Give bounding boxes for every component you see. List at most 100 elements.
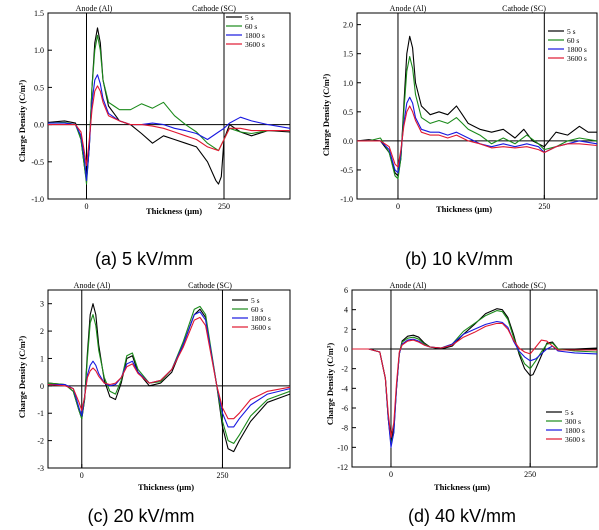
y-tick-label: 1.0 [34,46,44,55]
legend-entry: 1800 s [565,426,585,435]
caption-c: (c) 20 kV/mm [87,506,194,526]
series-line [352,320,597,448]
plot-frame [47,289,291,469]
series-line [352,322,597,439]
xlabel-a: Thickness (μm) [146,206,202,216]
anode-label-d: Anode (Al) [390,281,427,290]
x-tick-label: 250 [218,202,230,211]
cathode-label-b: Cathode (SC) [502,4,546,13]
plot-area-d: -12 -10 -8 -6 -4 -2 0 2 4 6 0 250 [337,286,598,479]
y-tick-label: 0.0 [34,121,44,130]
y-tick-label: -1 [37,409,44,418]
legend-entry: 3600 s [251,323,271,332]
plot-area-a: -1.0 -0.5 0.0 0.5 1.0 1.5 0 250 [31,9,291,211]
caption-b: (b) 10 kV/mm [405,249,513,269]
legend-entry: 3600 s [565,435,585,444]
y-tick-label: -1.0 [31,195,44,204]
legend-entry: 60 s [245,22,257,31]
y-tick-label: -4 [341,384,348,393]
plot-frame [356,12,598,200]
legend-entry: 3600 s [245,40,265,49]
plot-frame [47,12,291,200]
y-tick-label: 6 [344,286,348,295]
caption-d: (d) 40 kV/mm [408,506,516,526]
series-line [48,305,290,444]
y-tick-label: 0.5 [343,108,353,117]
y-tick-label: -12 [337,463,348,472]
y-tick-label: -2 [341,365,348,374]
y-tick-label: -1.0 [340,195,353,204]
y-tick-label: -6 [341,404,348,413]
y-tick-label: -3 [37,464,44,473]
cathode-label-d: Cathode (SC) [502,281,546,290]
y-tick-label: 2.0 [343,21,353,30]
x-tick-label: 0 [85,202,89,211]
ylabel-c: Charge Density (C/m³) [17,336,27,419]
y-tick-label: 0 [40,382,44,391]
cathode-label-c: Cathode (SC) [188,281,232,290]
ylabel-a: Charge Density (C/m³) [17,80,27,163]
anode-label-b: Anode (Al) [390,4,427,13]
x-tick-label: 0 [396,202,400,211]
x-tick-label: 250 [538,202,550,211]
y-tick-label: 1.0 [343,79,353,88]
legend-entry: 1800 s [567,45,587,54]
plot-frame [351,289,598,468]
legend-entry: 5 s [251,296,260,305]
xlabel-c: Thickness (μm) [138,482,194,492]
legend-entry: 1800 s [251,314,271,323]
legend-entry: 1800 s [245,31,265,40]
x-tick-label: 0 [80,471,84,480]
legend-entry: 60 s [567,36,579,45]
y-tick-label: 2 [344,325,348,334]
legend-entry: 300 s [565,417,581,426]
cathode-label-a: Cathode (SC) [192,4,236,13]
y-tick-label: 3 [40,300,44,309]
ylabel-b: Charge Density (C/m³) [321,74,331,157]
x-tick-label: 250 [524,470,536,479]
anode-label-c: Anode (Al) [74,281,111,290]
y-tick-label: -8 [341,424,348,433]
y-tick-label: -0.5 [340,166,353,175]
y-tick-label: 2 [40,327,44,336]
y-tick-label: -0.5 [31,158,44,167]
y-tick-label: 1.5 [343,50,353,59]
caption-a: (a) 5 kV/mm [95,249,193,269]
panel-a: Charge Density (C/m³) Thickness (μm) Ano… [17,4,291,269]
panel-b: Charge Density (C/m³) Thickness (μm) Ano… [321,4,598,269]
plot-area-c: -3 -2 -1 0 1 2 3 0 250 [37,289,291,480]
legend-entry: 5 s [567,27,576,36]
panel-d: Charge Density (C/m³) Thickness (μm) Ano… [325,281,598,526]
y-tick-label: 4 [344,306,348,315]
x-tick-label: 250 [216,471,228,480]
y-tick-label: -10 [337,443,348,452]
legend-entry: 5 s [245,13,254,22]
series-line [48,85,290,167]
series-line [357,56,597,180]
legend-entry: 3600 s [567,54,587,63]
plot-area-b: -1.0 -0.5 0.0 0.5 1.0 1.5 2.0 0 250 [340,12,598,211]
x-tick-label: 0 [389,470,393,479]
y-tick-label: -2 [37,437,44,446]
xlabel-d: Thickness (μm) [434,482,490,492]
legend-entry: 60 s [251,305,263,314]
y-tick-label: 1 [40,354,44,363]
series-line [357,105,597,168]
ylabel-d: Charge Density (C/m³) [325,343,335,426]
series-line [48,316,290,420]
panel-c: Charge Density (C/m³) Thickness (μm) Ano… [17,281,291,526]
y-tick-label: 0.0 [343,137,353,146]
xlabel-b: Thickness (μm) [436,204,492,214]
series-line [357,35,597,177]
y-tick-label: 0.5 [34,83,44,92]
y-tick-label: 0 [344,345,348,354]
legend-entry: 5 s [565,408,574,417]
y-tick-label: 1.5 [34,9,44,18]
series-line [357,96,597,174]
anode-label-a: Anode (Al) [76,4,113,13]
